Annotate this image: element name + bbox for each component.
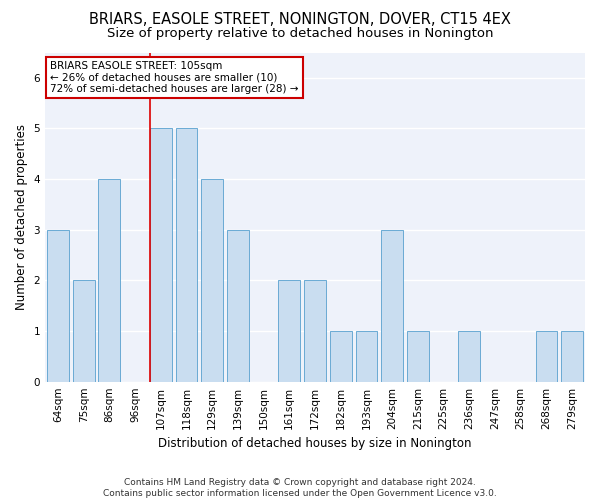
Bar <box>201 179 223 382</box>
Bar <box>98 179 120 382</box>
Text: Contains HM Land Registry data © Crown copyright and database right 2024.
Contai: Contains HM Land Registry data © Crown c… <box>103 478 497 498</box>
Bar <box>381 230 403 382</box>
Bar <box>227 230 249 382</box>
Text: BRIARS, EASOLE STREET, NONINGTON, DOVER, CT15 4EX: BRIARS, EASOLE STREET, NONINGTON, DOVER,… <box>89 12 511 28</box>
X-axis label: Distribution of detached houses by size in Nonington: Distribution of detached houses by size … <box>158 437 472 450</box>
Bar <box>304 280 326 382</box>
Text: BRIARS EASOLE STREET: 105sqm
← 26% of detached houses are smaller (10)
72% of se: BRIARS EASOLE STREET: 105sqm ← 26% of de… <box>50 60 299 94</box>
Y-axis label: Number of detached properties: Number of detached properties <box>15 124 28 310</box>
Text: Size of property relative to detached houses in Nonington: Size of property relative to detached ho… <box>107 28 493 40</box>
Bar <box>176 128 197 382</box>
Bar <box>73 280 95 382</box>
Bar <box>561 331 583 382</box>
Bar <box>536 331 557 382</box>
Bar <box>356 331 377 382</box>
Bar <box>47 230 69 382</box>
Bar <box>458 331 480 382</box>
Bar <box>278 280 300 382</box>
Bar <box>150 128 172 382</box>
Bar <box>407 331 429 382</box>
Bar <box>330 331 352 382</box>
